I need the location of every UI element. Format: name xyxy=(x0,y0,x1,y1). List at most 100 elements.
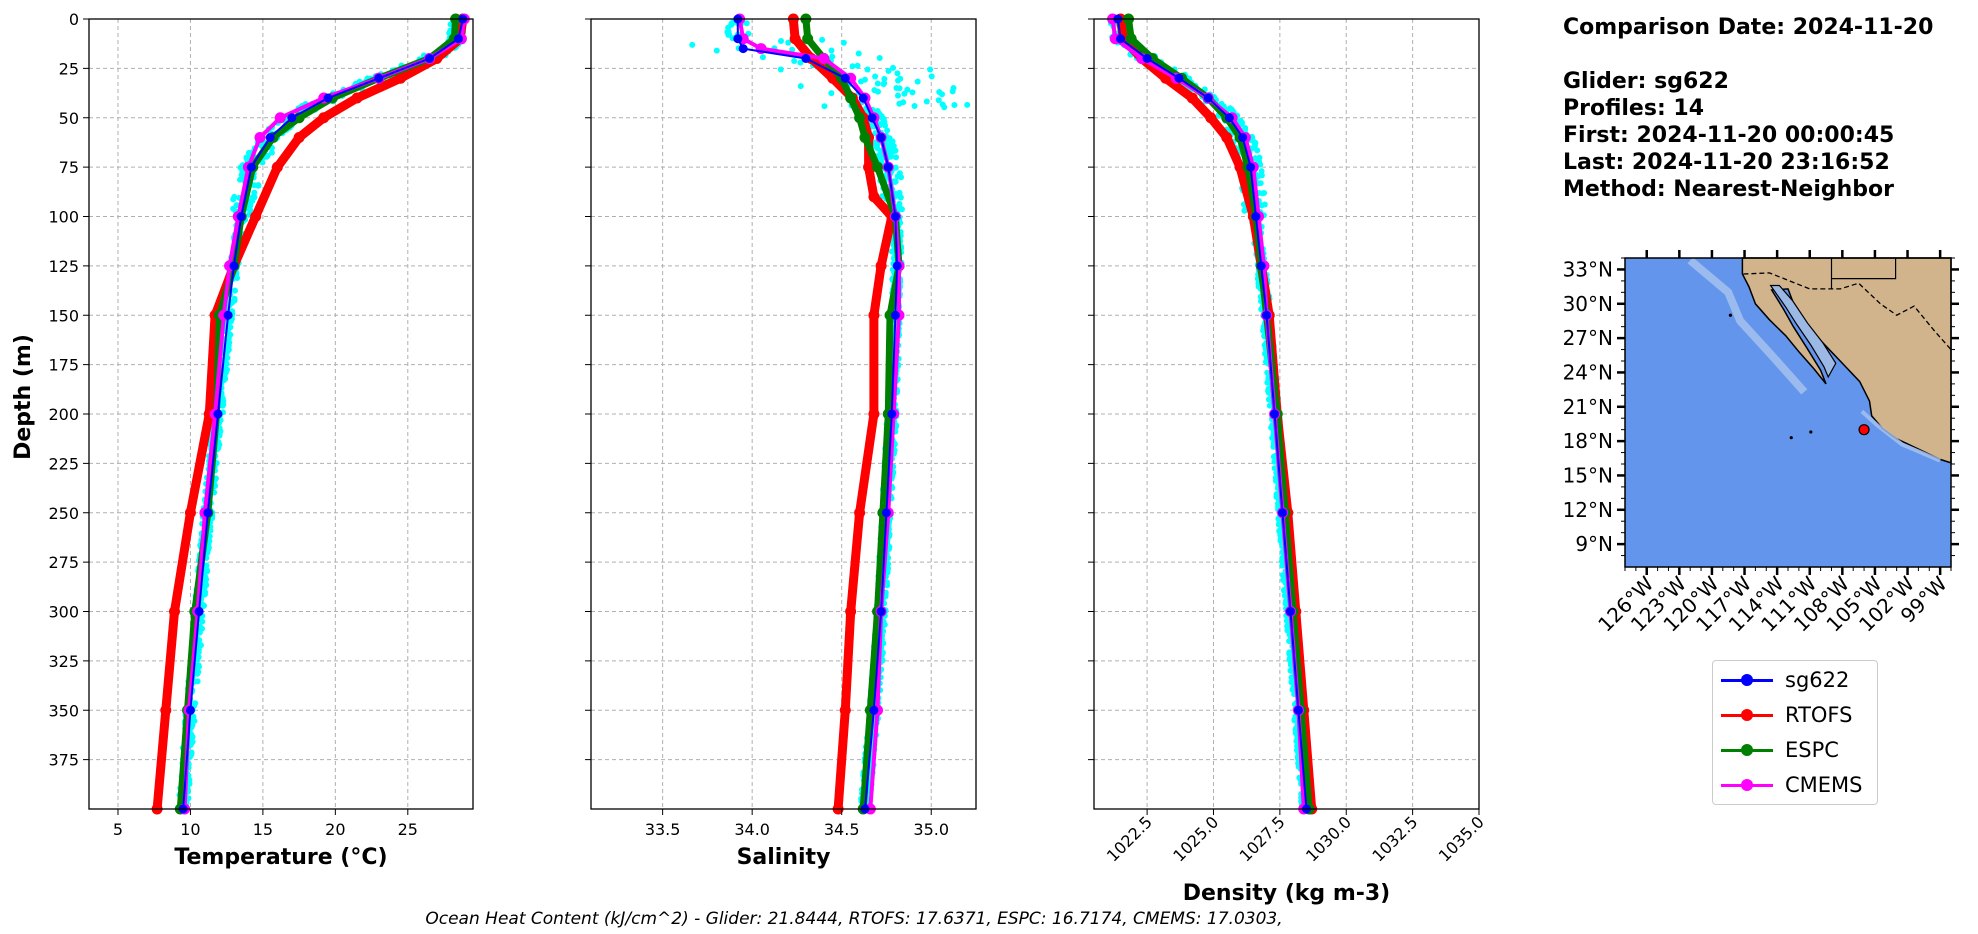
sg622-point xyxy=(738,44,748,54)
glider-scatter-point xyxy=(1275,500,1282,507)
sg622-point xyxy=(890,310,900,320)
glider-scatter-point xyxy=(855,50,862,57)
y-tick-label: 75 xyxy=(59,158,79,177)
sg622-line xyxy=(1116,18,1308,810)
glider-scatter-point xyxy=(884,582,891,589)
rtofs-point xyxy=(1234,161,1246,173)
glider-scatter-point xyxy=(872,139,879,146)
x-tick-label: 5 xyxy=(113,820,123,839)
sg622-point xyxy=(1142,54,1152,63)
island xyxy=(1809,430,1813,434)
glider-scatter-point xyxy=(1252,139,1259,146)
glider-scatter-point xyxy=(874,80,881,87)
glider-scatter-point xyxy=(759,54,766,61)
glider-scatter-point xyxy=(884,127,891,134)
island xyxy=(1728,313,1733,317)
glider-scatter-point xyxy=(923,98,930,105)
cmems-point xyxy=(818,53,830,64)
glider-scatter-point xyxy=(894,70,901,77)
rtofs-point xyxy=(868,309,880,321)
sg622-point xyxy=(1256,261,1266,271)
glider-scatter-point xyxy=(951,101,958,108)
map-lat-label: 12°N xyxy=(1563,498,1613,522)
glider-scatter-point xyxy=(828,47,835,54)
sg622-point xyxy=(265,133,275,142)
glider-scatter-point xyxy=(893,154,900,161)
glider-scatter-point xyxy=(791,57,798,64)
sg622-point xyxy=(185,705,195,715)
y-tick-label: 275 xyxy=(48,553,79,572)
sg622-point xyxy=(881,508,891,518)
glider-scatter-point xyxy=(194,656,201,663)
map-lat-label: 21°N xyxy=(1563,395,1613,419)
legend-label: CMEMS xyxy=(1785,773,1863,797)
rtofs-point xyxy=(863,161,875,173)
glider-scatter-point xyxy=(797,59,804,66)
glider-scatter-point xyxy=(896,170,903,177)
sg622-point xyxy=(287,113,297,123)
first-time: First: 2024-11-20 00:00:45 xyxy=(1563,123,1895,148)
continental-shelf xyxy=(1860,409,1941,463)
footer-text: Ocean Heat Content (kJ/cm^2) - Glider: 2… xyxy=(425,909,1283,929)
glider-scatter-point xyxy=(889,148,896,155)
state-border xyxy=(1831,258,1897,280)
espc-line xyxy=(802,18,903,810)
location-map: 33°N30°N27°N24°N21°N18°N15°N12°N9°N126°W… xyxy=(1563,250,1959,637)
sg622-point xyxy=(236,212,246,221)
profile-panel-2: 1022.5 1025.0 1027.5 1030.0 1032.5 1035.0 Dens… xyxy=(1088,13,1488,906)
x-tick-label: 20 xyxy=(325,820,345,839)
legend-swatch xyxy=(1721,740,1773,760)
rtofs-point xyxy=(184,507,196,519)
sg622-point xyxy=(1116,34,1126,44)
map-lat-label: 30°N xyxy=(1563,292,1613,316)
sg622-point xyxy=(374,73,384,83)
sg622-point xyxy=(246,162,256,172)
glider-scatter-point xyxy=(897,75,904,82)
glider-scatter-point xyxy=(789,46,796,53)
comparison-info: Comparison Date: 2024-11-20 Glider: sg622… xyxy=(1563,14,1933,203)
glider-scatter-point xyxy=(896,202,903,209)
glider-scatter-point xyxy=(200,602,207,609)
glider-scatter-point xyxy=(1286,656,1293,663)
x-axis-label: Salinity xyxy=(737,845,831,870)
glider-scatter-point xyxy=(964,101,971,108)
glider-scatter-point xyxy=(1265,387,1272,394)
glider-scatter-point xyxy=(234,274,241,281)
sg622-point xyxy=(876,133,886,142)
rtofs-point xyxy=(839,704,851,716)
x-axis-label: Density (kg m-3) xyxy=(1183,881,1391,906)
glider-scatter-point xyxy=(901,90,908,97)
sg622-point xyxy=(890,212,900,221)
glider-scatter-point xyxy=(1255,180,1262,187)
x-tick-label: 1035.0 xyxy=(1435,812,1488,865)
y-tick-label: 175 xyxy=(48,356,79,375)
glider-scatter-point xyxy=(219,395,226,402)
glider-scatter-point xyxy=(936,88,943,95)
map-lat-label: 27°N xyxy=(1563,326,1613,350)
x-tick-label: 1022.5 xyxy=(1103,812,1156,865)
glider-scatter-point xyxy=(725,28,732,35)
glider-scatter-point xyxy=(1282,600,1289,607)
x-tick-label: 1032.5 xyxy=(1368,812,1421,865)
sg622-point xyxy=(1285,607,1295,616)
glider-scatter-point xyxy=(872,73,879,80)
rtofs-point xyxy=(854,507,866,519)
glider-scatter-point xyxy=(876,55,883,62)
map-lat-label: 24°N xyxy=(1563,360,1613,384)
glider-scatter-point xyxy=(1237,118,1244,125)
glider-scatter-point xyxy=(777,66,784,73)
rtofs-point xyxy=(1221,132,1233,143)
glider-scatter-point xyxy=(821,103,828,110)
glider-scatter-point xyxy=(875,88,882,95)
sg622-point xyxy=(867,113,877,123)
legend-label: RTOFS xyxy=(1785,703,1853,727)
glider-scatter-point xyxy=(819,36,826,43)
y-tick-label: 225 xyxy=(48,454,79,473)
glider-scatter-point xyxy=(190,713,197,720)
x-axis-label: Temperature (°C) xyxy=(174,845,387,870)
sg622-point xyxy=(203,508,213,518)
glider-scatter-point xyxy=(892,178,899,185)
sg622-point xyxy=(194,607,204,616)
glider-scatter-point xyxy=(1272,474,1279,481)
